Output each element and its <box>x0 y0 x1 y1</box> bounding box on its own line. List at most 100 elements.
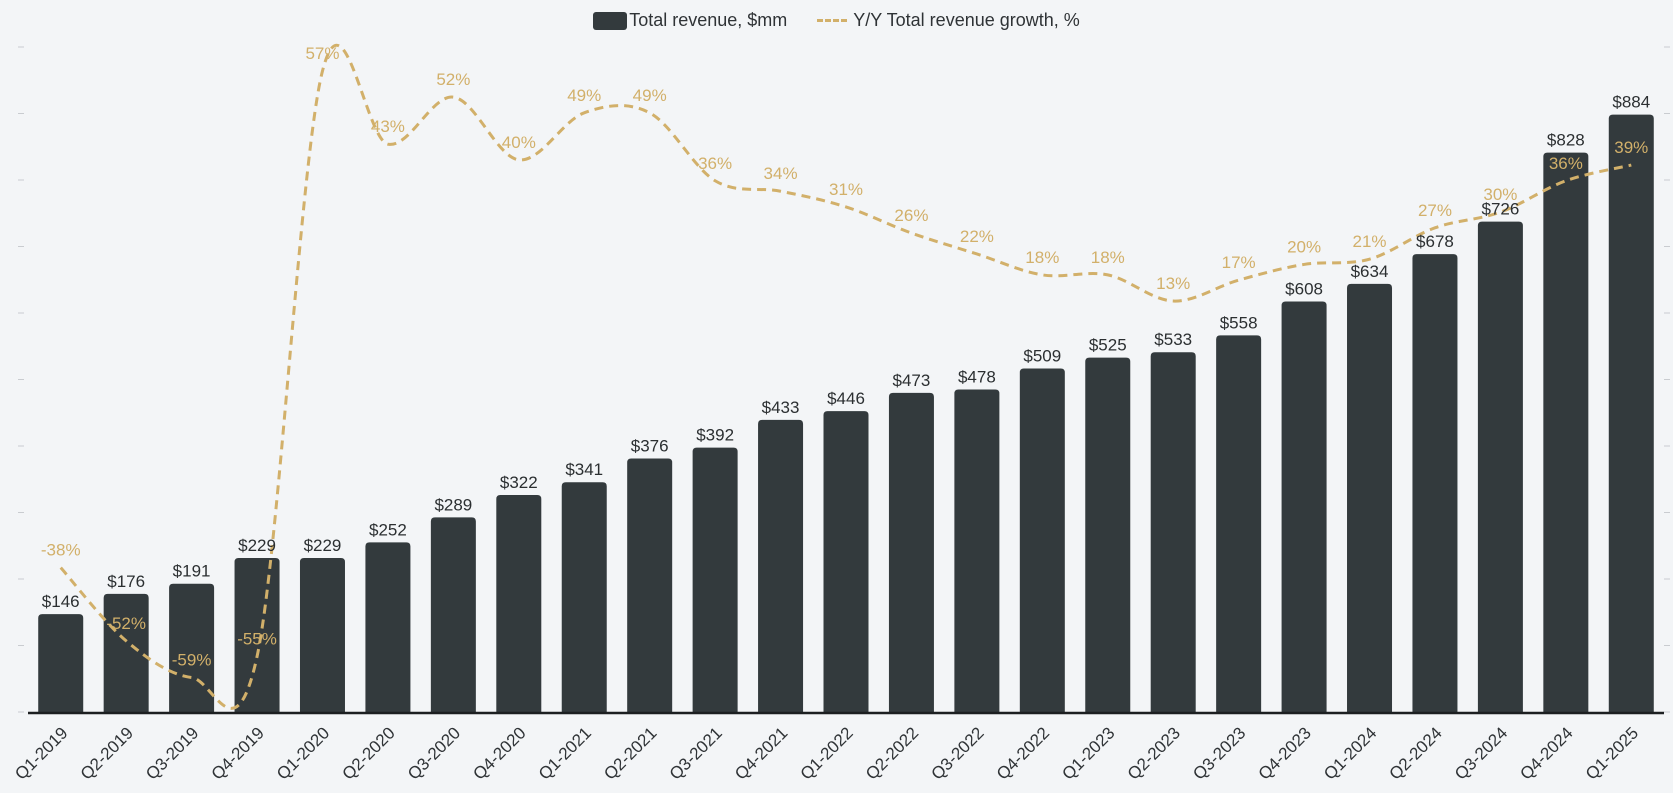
revenue-data-label: $478 <box>958 367 996 386</box>
x-tick-label: Q3-2024 <box>1451 723 1511 783</box>
x-tick-label: Q3-2021 <box>666 723 726 783</box>
revenue-bar <box>1150 352 1196 713</box>
revenue-data-label: $289 <box>434 495 472 514</box>
growth-data-label: 17% <box>1222 253 1256 272</box>
revenue-bar <box>888 392 934 713</box>
revenue-bar <box>1019 368 1065 713</box>
revenue-bar <box>561 482 607 713</box>
x-tick-label: Q1-2023 <box>1058 723 1118 783</box>
growth-data-label: 27% <box>1418 201 1452 220</box>
revenue-data-label: $558 <box>1220 313 1258 332</box>
x-tick-label: Q2-2024 <box>1386 723 1446 783</box>
growth-data-label: -38% <box>41 541 81 560</box>
x-tick-label: Q4-2021 <box>731 723 791 783</box>
revenue-bar <box>758 419 804 713</box>
revenue-data-label: $509 <box>1023 346 1061 365</box>
x-tick-label: Q1-2025 <box>1582 723 1642 783</box>
revenue-bar <box>1216 335 1262 713</box>
revenue-bar <box>627 458 673 713</box>
growth-data-label: 22% <box>960 227 994 246</box>
legend-swatch-bar <box>593 11 628 30</box>
revenue-data-label: $392 <box>696 426 734 445</box>
revenue-data-label: $176 <box>107 572 145 591</box>
revenue-bar <box>692 447 738 713</box>
x-tick-label: Q1-2019 <box>11 723 71 783</box>
x-tick-label: Q3-2020 <box>404 723 464 783</box>
revenue-data-label: $533 <box>1154 330 1192 349</box>
x-tick-label: Q4-2024 <box>1516 723 1576 783</box>
legend-item-growth[interactable]: Y/Y Total revenue growth, % <box>817 10 1080 31</box>
x-tick-label: Q1-2022 <box>797 723 857 783</box>
growth-data-label: 39% <box>1614 138 1648 157</box>
revenue-bar <box>496 495 542 713</box>
revenue-bar <box>169 583 215 713</box>
revenue-data-label: $828 <box>1547 131 1585 150</box>
revenue-bar <box>38 614 84 713</box>
x-tick-label: Q2-2019 <box>77 723 137 783</box>
revenue-bar <box>1543 152 1589 714</box>
revenue-data-label: $229 <box>304 536 342 555</box>
legend-label-revenue: Total revenue, $mm <box>629 10 788 30</box>
revenue-data-label: $341 <box>565 460 603 479</box>
growth-data-label: 57% <box>305 44 339 63</box>
growth-data-label: 49% <box>633 86 667 105</box>
revenue-data-label: $726 <box>1481 200 1519 219</box>
revenue-bar <box>1477 221 1523 714</box>
revenue-data-label: $252 <box>369 520 407 539</box>
growth-data-label: 21% <box>1353 232 1387 251</box>
revenue-data-label: $884 <box>1612 93 1650 112</box>
revenue-data-label: $634 <box>1351 262 1389 281</box>
growth-data-label: 20% <box>1287 237 1321 256</box>
growth-data-label: 13% <box>1156 274 1190 293</box>
x-tick-label: Q3-2022 <box>927 723 987 783</box>
revenue-bar <box>365 542 411 713</box>
x-tick-label: Q2-2020 <box>339 723 399 783</box>
growth-data-label: 34% <box>764 164 798 183</box>
x-tick-label: Q2-2022 <box>862 723 922 783</box>
x-tick-label: Q2-2023 <box>1124 723 1184 783</box>
growth-data-label: 43% <box>371 117 405 136</box>
growth-data-label: 36% <box>1549 154 1583 173</box>
growth-data-label: 18% <box>1025 248 1059 267</box>
growth-data-label: 36% <box>698 154 732 173</box>
growth-data-label: -55% <box>237 630 277 649</box>
x-tick-label: Q4-2022 <box>993 723 1053 783</box>
growth-data-label: 49% <box>567 86 601 105</box>
growth-data-label: 31% <box>829 180 863 199</box>
growth-data-label: 30% <box>1483 185 1517 204</box>
growth-data-label: 26% <box>894 206 928 225</box>
growth-data-label: 18% <box>1091 248 1125 267</box>
revenue-data-label: $229 <box>238 536 276 555</box>
revenue-data-label: $146 <box>42 592 80 611</box>
revenue-bar <box>234 558 280 713</box>
revenue-bar <box>1085 357 1131 713</box>
revenue-data-label: $433 <box>762 398 800 417</box>
x-tick-label: Q1-2021 <box>535 723 595 783</box>
growth-data-label: -52% <box>106 614 146 633</box>
revenue-data-label: $376 <box>631 437 669 456</box>
revenue-bar <box>954 389 1000 713</box>
revenue-bar <box>299 558 345 713</box>
x-tick-label: Q4-2023 <box>1255 723 1315 783</box>
revenue-bar <box>823 411 869 713</box>
x-tick-label: Q3-2023 <box>1189 723 1249 783</box>
revenue-bar <box>430 517 476 713</box>
legend: Total revenue, $mm Y/Y Total revenue gro… <box>0 10 1673 31</box>
growth-data-label: 40% <box>502 133 536 152</box>
x-tick-label: Q2-2021 <box>600 723 660 783</box>
legend-label-growth: Y/Y Total revenue growth, % <box>853 10 1080 30</box>
revenue-data-label: $191 <box>173 562 211 581</box>
revenue-bar <box>1608 114 1654 714</box>
x-tick-label: Q1-2020 <box>273 723 333 783</box>
growth-data-label: 52% <box>436 70 470 89</box>
revenue-data-label: $446 <box>827 389 865 408</box>
legend-item-revenue[interactable]: Total revenue, $mm <box>593 10 787 31</box>
legend-swatch-dashed-line <box>817 19 848 22</box>
x-tick-label: Q1-2024 <box>1320 723 1380 783</box>
revenue-data-label: $678 <box>1416 232 1454 251</box>
revenue-bar <box>1412 254 1458 713</box>
revenue-data-label: $473 <box>893 371 931 390</box>
revenue-bar <box>1281 301 1327 713</box>
